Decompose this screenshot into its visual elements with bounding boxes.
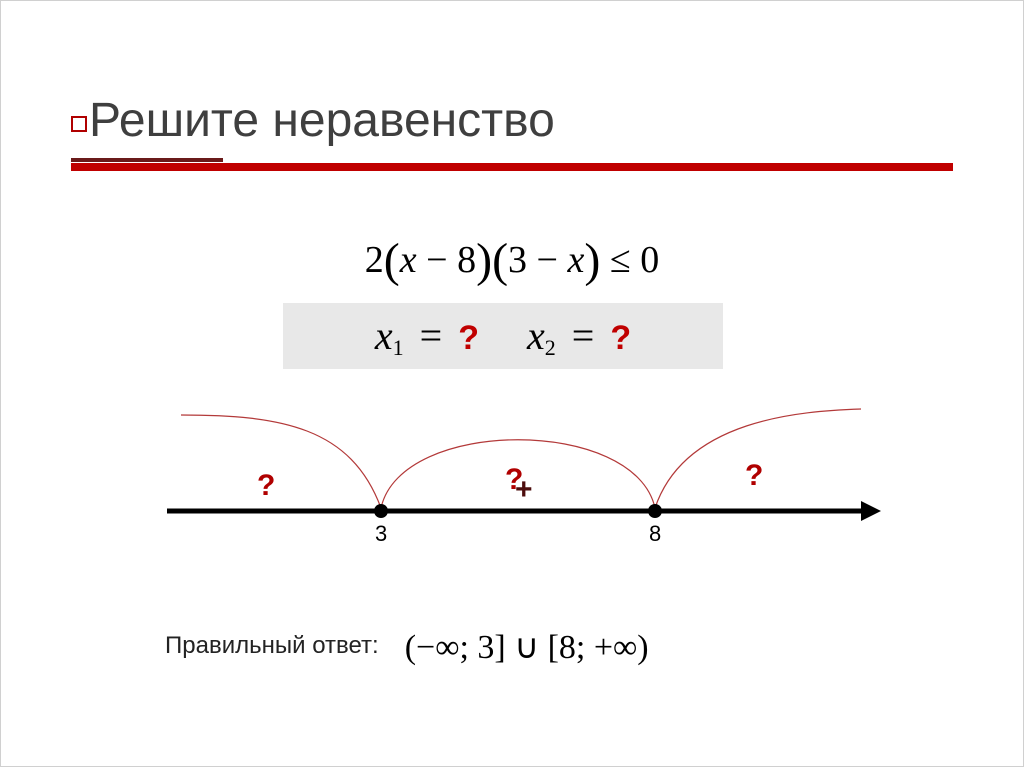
slide-title: Решите неравенство	[71, 93, 953, 148]
root-x2: x2 = ?	[527, 312, 631, 361]
number-line: ???+ 38	[161, 397, 881, 557]
answer-interval: (−∞; 3] ∪ [8; +∞)	[405, 627, 649, 667]
ineq-rparen2: )	[584, 234, 600, 287]
title-block: Решите неравенство	[71, 93, 953, 172]
axis-arrow-icon	[861, 501, 881, 521]
ineq-rparen1: )	[476, 234, 492, 287]
roots-box: x1 = ? x2 = ?	[283, 303, 723, 369]
tick-label: 8	[649, 521, 661, 547]
ineq-coef: 2	[365, 239, 384, 281]
ineq-term1: x − 8	[400, 239, 476, 281]
root-x1-q: ?	[458, 319, 479, 357]
ineq-lparen2: (	[492, 234, 508, 287]
slide: Решите неравенство 2(x − 8)(3 − x) ≤ 0 x…	[0, 0, 1024, 767]
root-x1: x1 = ?	[375, 312, 479, 361]
tick-label: 3	[375, 521, 387, 547]
ineq-term2: 3 − x	[508, 239, 584, 281]
title-box-icon	[71, 116, 87, 132]
ineq-lparen1: (	[384, 234, 400, 287]
title-rule-long	[71, 163, 953, 171]
title-underline	[71, 158, 953, 172]
region-question-mark: ?	[257, 469, 275, 503]
title-rule-short	[71, 158, 223, 162]
region-question-mark: ?	[745, 459, 763, 493]
inequality-expression: 2(x − 8)(3 − x) ≤ 0	[1, 233, 1023, 288]
roots-inner: x1 = ? x2 = ?	[283, 303, 723, 369]
answer-row: Правильный ответ: (−∞; 3] ∪ [8; +∞)	[165, 625, 649, 667]
title-text: Решите неравенство	[89, 94, 555, 147]
answer-label: Правильный ответ:	[165, 632, 379, 660]
region-plus-sign: +	[515, 473, 533, 507]
root-x2-q: ?	[610, 319, 631, 357]
ineq-relop: ≤ 0	[600, 239, 659, 281]
